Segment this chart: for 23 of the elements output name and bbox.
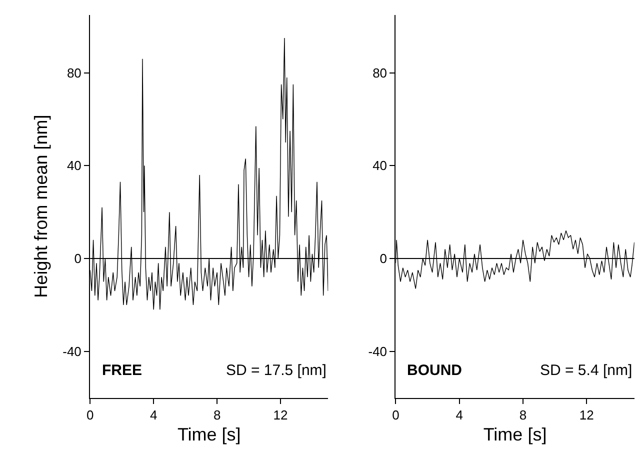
x-tick-label: 8 — [213, 407, 221, 422]
y-tick-label: -40 — [62, 344, 82, 359]
x-tick-label: 12 — [579, 407, 594, 422]
x-tick-label: 0 — [392, 407, 400, 422]
x-tick-label: 12 — [273, 407, 288, 422]
annotation: FREE — [102, 362, 142, 379]
x-axis-title: Time [s] — [483, 424, 547, 445]
annotation: BOUND — [407, 362, 462, 379]
annotation: SD = 5.4 [nm] — [540, 362, 632, 379]
y-tick-label: 40 — [372, 158, 388, 174]
x-tick-label: 4 — [456, 407, 463, 422]
x-tick-label: 8 — [519, 407, 527, 422]
y-axis-title: Height from mean [nm] — [30, 114, 51, 298]
annotation: SD = 17.5 [nm] — [226, 362, 326, 379]
y-tick-label: 40 — [66, 158, 82, 174]
y-tick-label: -40 — [368, 344, 388, 359]
y-tick-label: 80 — [66, 65, 82, 80]
x-axis-title: Time [s] — [177, 424, 241, 445]
x-tick-label: 4 — [150, 407, 158, 422]
x-tick-label: 0 — [86, 407, 94, 422]
y-tick-label: 0 — [380, 251, 388, 266]
y-tick-label: 0 — [74, 251, 82, 266]
y-tick-label: 80 — [372, 65, 388, 80]
